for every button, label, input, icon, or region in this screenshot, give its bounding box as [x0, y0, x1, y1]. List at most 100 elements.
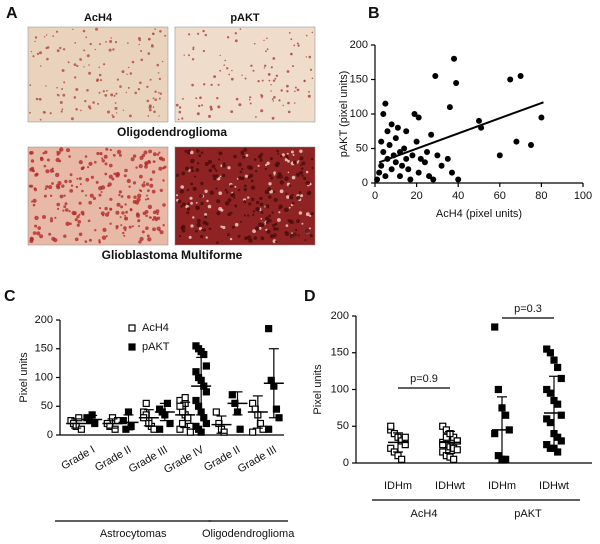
cell-nucleus [291, 201, 295, 205]
cell-nucleus [293, 44, 296, 47]
cell-nucleus [162, 179, 165, 182]
cell-nucleus [280, 155, 283, 158]
cell-nucleus [118, 193, 121, 197]
cell-nucleus [42, 110, 46, 114]
x-tick-label: Grade III [236, 444, 279, 476]
cell-nucleus [103, 63, 106, 66]
cell-nucleus [299, 156, 304, 161]
trend-line [378, 101, 544, 164]
y-tick-label: 100 [350, 108, 368, 120]
cell-nucleus [287, 110, 291, 114]
cell-nucleus [92, 101, 95, 104]
cell-nucleus [297, 44, 300, 47]
cell-nucleus [181, 171, 186, 176]
cell-nucleus [34, 36, 38, 39]
cell-nucleus [156, 226, 161, 231]
x-tick-label: Grade II [93, 444, 133, 474]
cell-nucleus [238, 188, 241, 192]
cell-nucleus [138, 164, 143, 169]
cell-nucleus [205, 236, 208, 239]
cell-nucleus [104, 94, 108, 97]
cell-nucleus [178, 110, 182, 114]
data-point [249, 399, 257, 407]
cell-nucleus [243, 200, 247, 204]
cell-nucleus [274, 162, 280, 168]
x-tick-label: IDHwt [435, 480, 465, 492]
data-point [557, 411, 565, 419]
cell-nucleus [243, 147, 248, 152]
cell-nucleus [116, 202, 121, 207]
cell-nucleus [305, 170, 309, 174]
cell-nucleus [217, 158, 221, 161]
cell-nucleus [135, 166, 138, 169]
cell-nucleus [61, 184, 65, 188]
cell-nucleus [137, 220, 140, 223]
cell-nucleus [33, 187, 38, 192]
cell-nucleus [253, 42, 256, 45]
cell-nucleus [34, 224, 38, 228]
annotation: p=0.9 [410, 373, 438, 385]
cell-nucleus [137, 193, 142, 198]
cell-nucleus [206, 199, 209, 203]
cell-nucleus [32, 231, 37, 235]
cell-nucleus [59, 149, 62, 152]
cell-nucleus [287, 171, 290, 174]
y-tick-label: 200 [35, 314, 53, 326]
cell-nucleus [222, 163, 226, 168]
cell-nucleus [138, 189, 141, 192]
cell-nucleus [106, 89, 108, 92]
cell-nucleus [270, 176, 274, 180]
cell-nucleus [56, 152, 60, 156]
cell-nucleus [83, 66, 85, 68]
data-point [401, 441, 409, 449]
cell-nucleus [186, 211, 190, 215]
cell-nucleus [164, 34, 167, 37]
x-tick-label: 80 [535, 190, 547, 202]
cell-nucleus [239, 220, 242, 223]
cell-nucleus [285, 192, 288, 195]
cell-nucleus [152, 97, 155, 100]
x-tick-label: Grade I [59, 444, 97, 473]
cell-nucleus [311, 77, 314, 80]
cell-nucleus [121, 211, 125, 215]
cell-nucleus [76, 223, 80, 227]
cell-nucleus [115, 210, 120, 215]
cell-nucleus [178, 106, 182, 109]
cell-nucleus [120, 205, 124, 209]
cell-nucleus [252, 213, 255, 216]
cell-nucleus [188, 54, 190, 57]
cell-nucleus [113, 94, 116, 97]
cell-nucleus [290, 52, 293, 56]
cell-nucleus [234, 204, 237, 207]
cell-nucleus [278, 204, 283, 209]
cell-nucleus [62, 48, 66, 51]
data-point [392, 159, 399, 166]
cell-nucleus [303, 176, 307, 180]
data-point [124, 408, 133, 416]
cell-nucleus [183, 54, 185, 56]
cell-nucleus [287, 101, 290, 105]
cell-nucleus [196, 149, 200, 153]
cell-nucleus [51, 167, 54, 170]
cell-nucleus [123, 234, 126, 237]
cell-nucleus [259, 202, 264, 207]
data-point [390, 430, 398, 438]
cell-nucleus [200, 234, 204, 239]
data-point [409, 152, 416, 159]
cell-nucleus [158, 166, 163, 171]
cell-nucleus [238, 103, 242, 107]
cell-nucleus [309, 68, 313, 71]
cell-nucleus [132, 154, 137, 158]
y-tick-label: 150 [331, 347, 349, 359]
cell-nucleus [124, 214, 127, 217]
cell-nucleus [257, 80, 260, 83]
cell-nucleus [63, 81, 66, 84]
cell-nucleus [144, 198, 147, 201]
cell-nucleus [264, 189, 270, 195]
cell-nucleus [158, 151, 161, 154]
cell-nucleus [148, 149, 153, 154]
legend-label: AcH4 [142, 322, 169, 334]
cell-nucleus [280, 89, 283, 92]
cell-nucleus [296, 42, 299, 45]
cell-nucleus [268, 214, 272, 218]
